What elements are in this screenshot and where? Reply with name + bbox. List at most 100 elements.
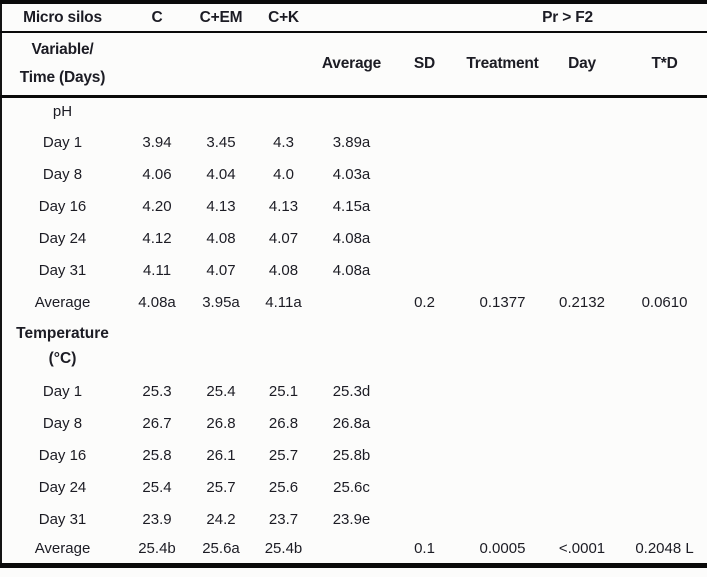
cell-c-em: 3.45 (206, 133, 236, 151)
header-row-statistics: Variable/ Time (Days) Average SD Treatme… (1, 32, 707, 98)
cell-c: 25.4 (142, 478, 172, 496)
cell-c: 4.06 (142, 165, 172, 183)
section-row-ph: pH (1, 96, 707, 126)
cell-txd (621, 439, 707, 471)
row-label: Day 16 (38, 197, 87, 215)
cell-c: 3.94 (142, 133, 172, 151)
cell-treatment (462, 254, 543, 286)
cell-average: 25.6c (333, 478, 370, 496)
header-row-treatments: Micro silos C C+EM C+K Pr > F2 (1, 2, 707, 33)
cell-c-k: 4.11a (265, 293, 302, 311)
row-label: Day 8 (42, 165, 83, 183)
row-label: Average (34, 540, 91, 558)
header-spacer (123, 32, 191, 98)
cell-c-k: 25.7 (268, 446, 299, 464)
header-treatment-c: C (123, 2, 191, 33)
cell-c-k: 4.07 (268, 229, 299, 247)
row-label: Day 8 (42, 414, 83, 432)
header-micro-silos: Micro silos (1, 2, 123, 33)
cell-treatment (462, 503, 543, 535)
table-row: Day 1 3.94 3.45 4.3 3.89a (1, 126, 707, 158)
table-row-average-ph: Average 4.08a 3.95a 4.11a 0.2 0.1377 0.2… (1, 286, 707, 318)
cell-average (316, 286, 387, 318)
cell-sd (387, 158, 462, 190)
cell-sd (387, 190, 462, 222)
cell-c-em: 24.2 (206, 510, 236, 528)
header-variable-line1: Variable/ (31, 40, 94, 58)
cell-sd (387, 254, 462, 286)
cell-c-em: 26.8 (206, 414, 236, 432)
cell-treatment (462, 471, 543, 503)
row-label: Day 16 (38, 446, 87, 464)
cell-day (543, 126, 621, 158)
cell-day (543, 190, 621, 222)
row-label: Day 1 (42, 133, 83, 151)
cell-average: 3.89a (332, 133, 371, 151)
header-sd: SD (387, 32, 462, 98)
cell-treatment: 0.1377 (479, 293, 526, 311)
cell-txd: 0.0610 (641, 293, 688, 311)
row-label: Day 24 (38, 478, 87, 496)
cell-day (543, 254, 621, 286)
cell-treatment (462, 407, 543, 439)
cell-treatment (462, 375, 543, 407)
cell-sd (387, 126, 462, 158)
cell-average: 4.08a (332, 229, 371, 247)
header-pr-f2: Pr > F2 (387, 2, 707, 33)
cell-c-em: 4.13 (206, 197, 236, 215)
cell-txd (621, 126, 707, 158)
header-spacer (191, 32, 251, 98)
cell-sd: 0.2 (414, 293, 435, 311)
header-spacer (251, 32, 316, 98)
header-treatment-c-em: C+EM (191, 2, 251, 33)
cell-txd (621, 375, 707, 407)
header-treatment-pvalue: Treatment (462, 32, 543, 98)
cell-txd (621, 158, 707, 190)
cell-sd (387, 407, 462, 439)
cell-sd: 0.1 (414, 540, 435, 558)
header-treatment-c-k: C+K (251, 2, 316, 33)
table-row: Day 8 4.06 4.04 4.0 4.03a (1, 158, 707, 190)
header-average: Average (316, 32, 387, 98)
cell-day (543, 439, 621, 471)
cell-day (543, 222, 621, 254)
section-label-line1: Temperature (16, 325, 109, 343)
cell-txd: 0.2048 L (635, 540, 694, 558)
cell-c: 4.20 (142, 197, 172, 215)
table-row: Day 16 25.8 26.1 25.7 25.8b (1, 439, 707, 471)
table-row: Day 31 23.9 24.2 23.7 23.9e (1, 503, 707, 535)
cell-treatment (462, 190, 543, 222)
cell-c: 25.4b (138, 540, 176, 558)
cell-c-k: 25.6 (268, 478, 299, 496)
row-label: Day 31 (38, 261, 87, 279)
cell-day (543, 471, 621, 503)
cell-day: <.0001 (558, 540, 606, 558)
cell-c-em: 4.07 (206, 261, 236, 279)
table-row: Day 8 26.7 26.8 26.8 26.8a (1, 407, 707, 439)
row-label: Day 1 (42, 382, 83, 400)
cell-sd (387, 222, 462, 254)
cell-sd (387, 503, 462, 535)
cell-day (543, 375, 621, 407)
cell-c-k: 26.8 (268, 414, 299, 432)
section-row-temperature: Temperature (°C) (1, 318, 707, 375)
header-variable-time: Variable/ Time (Days) (1, 32, 123, 98)
cell-txd (621, 471, 707, 503)
cell-txd (621, 503, 707, 535)
table-row-average-temperature: Average 25.4b 25.6a 25.4b 0.1 0.0005 <.0… (1, 535, 707, 565)
cell-c-em: 25.4 (206, 382, 236, 400)
cell-treatment (462, 439, 543, 471)
cell-c-em: 4.08 (206, 229, 236, 247)
row-label: Day 24 (38, 229, 87, 247)
cell-average: 25.3d (332, 382, 371, 400)
cell-c: 4.11 (142, 261, 172, 279)
table-row: Day 1 25.3 25.4 25.1 25.3d (1, 375, 707, 407)
section-label-ph: pH (52, 103, 73, 121)
cell-c-k: 4.13 (268, 197, 299, 215)
cell-average: 23.9e (332, 510, 371, 528)
cell-day (543, 503, 621, 535)
row-label: Average (34, 293, 91, 311)
cell-c-em: 3.95a (202, 293, 240, 311)
